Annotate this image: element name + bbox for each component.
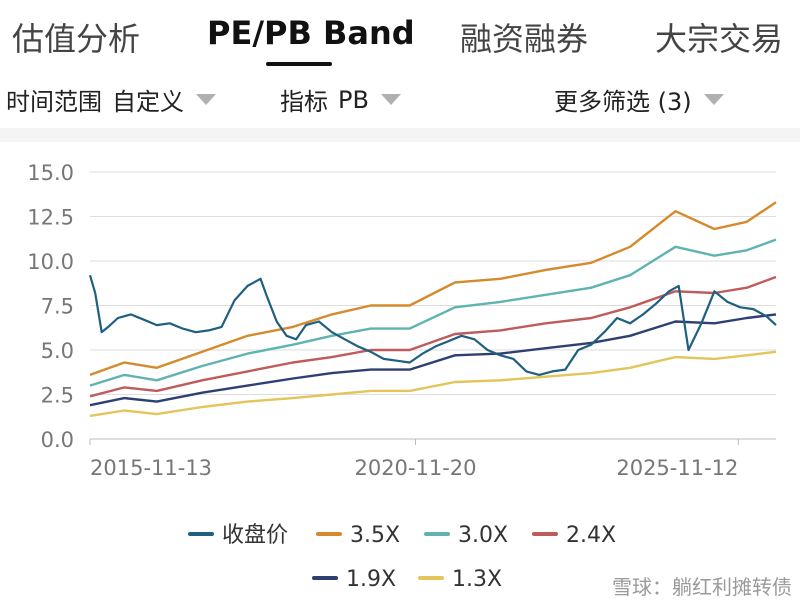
chevron-down-icon <box>196 94 216 105</box>
time-range-value: 自定义 <box>112 88 184 116</box>
x-axis: 2015-11-13 2020-11-20 2025-11-12 <box>89 438 776 480</box>
legend-item-band_3_5x[interactable]: 3.5X <box>316 523 400 548</box>
tab-block-trades[interactable]: 大宗交易 <box>655 20 784 58</box>
tab-pe-pb-band[interactable]: PE/PB Band <box>207 14 415 52</box>
chevron-down-icon <box>703 94 724 105</box>
tab-valuation-analysis[interactable]: 估值分析 <box>12 20 141 58</box>
chart-series <box>88 201 777 418</box>
x-tick-label: 2020-11-20 <box>354 456 476 480</box>
legend-label: 1.9X <box>346 567 396 592</box>
legend-item-band_2_4x[interactable]: 2.4X <box>532 523 616 548</box>
time-range-label: 时间范围 <box>6 88 102 116</box>
legend-item-band_3_0x[interactable]: 3.0X <box>424 523 508 548</box>
series-line-close <box>88 274 777 376</box>
series-line-band_1_3x <box>89 350 777 418</box>
filter-bar: 时间范围 自定义 指标 PB 更多筛选 (3) <box>0 72 800 126</box>
tab-margin-trading[interactable]: 融资融券 <box>460 20 589 58</box>
x-tick-label: 2015-11-13 <box>90 456 212 480</box>
y-tick-label: 15.0 <box>27 161 74 185</box>
time-range-dropdown[interactable]: 时间范围 自定义 <box>6 82 216 117</box>
legend-item-band_1_3x[interactable]: 1.3X <box>418 567 502 592</box>
pb-band-chart: 0.0 2.5 5.0 7.5 10.0 12.5 15.0 2015-11-13 2020-… <box>27 161 792 599</box>
section-divider <box>0 128 800 142</box>
indicator-dropdown[interactable]: 指标 PB <box>280 82 401 117</box>
y-tick-label: 2.5 <box>41 384 74 408</box>
indicator-value: PB <box>338 85 369 114</box>
y-tick-label: 10.0 <box>27 250 74 274</box>
more-filters-dropdown[interactable]: 更多筛选 (3) <box>554 82 724 117</box>
x-tick-label: 2025-11-12 <box>616 456 738 480</box>
legend-label: 3.5X <box>350 523 400 548</box>
series-line-band_2_4x <box>89 275 777 398</box>
legend-label: 1.3X <box>452 567 502 592</box>
series-line-band_1_9x <box>89 313 777 407</box>
tab-bar: 估值分析 PE/PB Band 融资融券 大宗交易 <box>0 0 800 68</box>
series-line-band_3_0x <box>89 238 777 387</box>
legend-item-band_1_9x[interactable]: 1.9X <box>312 567 396 592</box>
chart-legend: 收盘价 3.5X 3.0X 2.4X 1.9X 1.3X <box>188 523 616 592</box>
series-line-band_3_5x <box>89 201 777 377</box>
y-tick-label: 5.0 <box>41 339 74 363</box>
indicator-label: 指标 <box>280 88 328 116</box>
legend-item-close[interactable]: 收盘价 <box>188 523 288 548</box>
active-tab-indicator <box>266 62 332 66</box>
y-tick-label: 0.0 <box>41 428 74 452</box>
watermark: 雪球：躺红利摊转债 <box>612 575 792 599</box>
y-axis: 0.0 2.5 5.0 7.5 10.0 12.5 15.0 <box>27 161 74 452</box>
y-tick-label: 7.5 <box>41 295 74 319</box>
chevron-down-icon <box>380 94 401 105</box>
legend-label: 收盘价 <box>222 523 288 548</box>
more-filters-label: 更多筛选 (3) <box>554 88 692 116</box>
legend-label: 3.0X <box>458 523 508 548</box>
y-tick-label: 12.5 <box>27 206 74 230</box>
legend-label: 2.4X <box>566 523 616 548</box>
